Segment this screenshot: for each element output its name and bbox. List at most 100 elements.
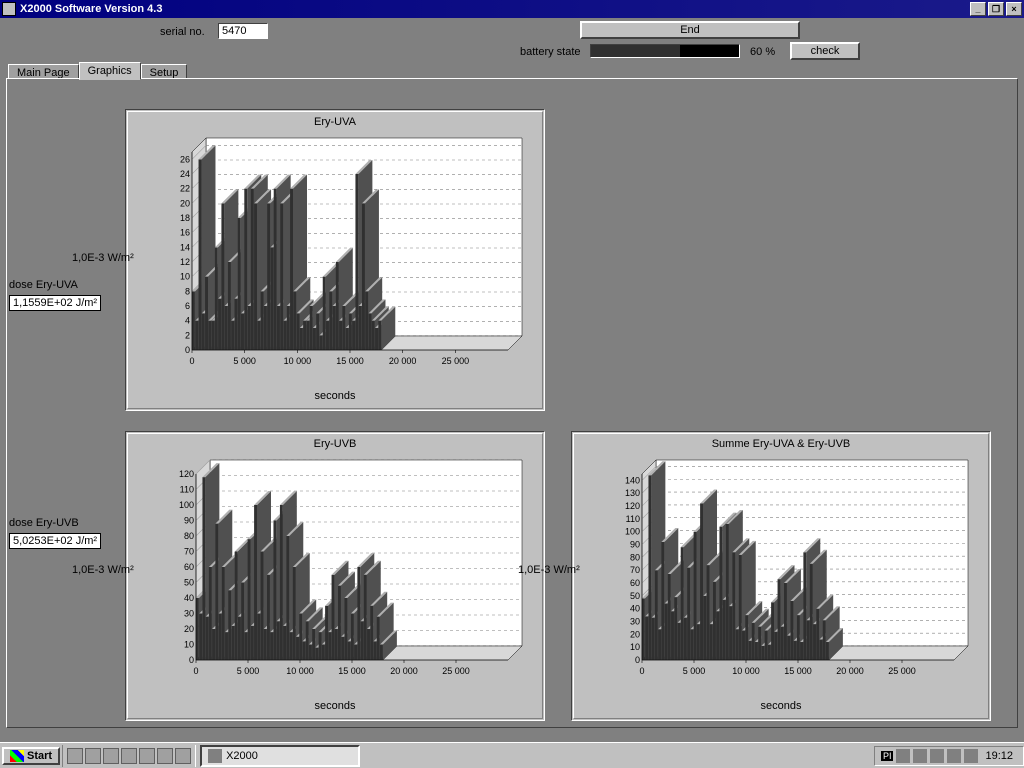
svg-text:10: 10: [630, 642, 640, 652]
chart-uvb-title: Ery-UVB: [128, 434, 542, 452]
chart-uva-plot: 0246810121416182022242605 00010 00015 00…: [166, 134, 526, 374]
svg-text:0: 0: [193, 666, 198, 676]
svg-text:110: 110: [626, 514, 640, 524]
svg-text:40: 40: [184, 593, 194, 603]
svg-text:80: 80: [630, 552, 640, 562]
minimize-button[interactable]: _: [970, 2, 986, 16]
task-label: X2000: [226, 750, 258, 762]
svg-text:8: 8: [185, 286, 190, 296]
chart-summe: Summe Ery-UVA & Ery-UVB 1,0E-3 W/m² 0102…: [571, 431, 991, 721]
tray-icon[interactable]: [930, 749, 944, 763]
svg-text:15 000: 15 000: [336, 356, 364, 366]
ql-icon[interactable]: [139, 748, 155, 764]
battery-percent: 60 %: [750, 46, 775, 58]
ql-icon[interactable]: [67, 748, 83, 764]
close-button[interactable]: ×: [1006, 2, 1022, 16]
svg-text:100: 100: [179, 500, 194, 510]
window-title: X2000 Software Version 4.3: [20, 3, 162, 15]
start-button[interactable]: Start: [2, 747, 60, 765]
tray-badge[interactable]: PI: [881, 751, 894, 761]
svg-text:2: 2: [185, 330, 190, 340]
header-panel: serial no. 5470 End battery state 60 % c…: [0, 18, 1024, 58]
svg-text:20 000: 20 000: [390, 666, 418, 676]
svg-text:50: 50: [630, 591, 640, 601]
chart-uva-ylabel: 1,0E-3 W/m²: [72, 252, 134, 264]
clock: 19:12: [981, 750, 1017, 762]
svg-text:50: 50: [184, 578, 194, 588]
svg-text:20 000: 20 000: [389, 356, 417, 366]
svg-text:16: 16: [180, 228, 190, 238]
chart-ery-uva: Ery-UVA 1,0E-3 W/m² 02468101214161820222…: [125, 109, 545, 411]
system-tray: PI 19:12: [874, 746, 1024, 766]
svg-text:60: 60: [184, 562, 194, 572]
chart-uvb-ylabel: 1,0E-3 W/m²: [72, 564, 134, 576]
svg-text:140: 140: [625, 475, 640, 485]
quick-launch: [62, 745, 196, 767]
tray-icon[interactable]: [913, 749, 927, 763]
serial-label: serial no.: [160, 26, 205, 38]
svg-text:14: 14: [180, 242, 190, 252]
tray-icon[interactable]: [964, 749, 978, 763]
chart-sum-title: Summe Ery-UVA & Ery-UVB: [574, 434, 988, 452]
svg-text:20: 20: [630, 629, 640, 639]
svg-text:12: 12: [180, 257, 190, 267]
ql-icon[interactable]: [85, 748, 101, 764]
svg-text:0: 0: [189, 655, 194, 665]
svg-text:6: 6: [185, 301, 190, 311]
svg-text:40: 40: [630, 604, 640, 614]
chart-uvb-plot: 010203040506070809010011012005 00010 000…: [170, 456, 526, 684]
svg-text:10 000: 10 000: [286, 666, 314, 676]
tray-icon[interactable]: [947, 749, 961, 763]
tab-graphics[interactable]: Graphics: [79, 62, 141, 80]
svg-text:20: 20: [184, 624, 194, 634]
svg-text:120: 120: [625, 501, 640, 511]
app-icon: [2, 2, 16, 16]
tray-icon[interactable]: [896, 749, 910, 763]
svg-text:0: 0: [185, 345, 190, 355]
taskbar: Start X2000 PI 19:12: [0, 742, 1024, 768]
svg-text:10: 10: [184, 640, 194, 650]
dose-uva-label: dose Ery-UVA: [9, 279, 78, 291]
svg-text:100: 100: [625, 527, 640, 537]
dose-uvb-label: dose Ery-UVB: [9, 517, 79, 529]
svg-text:20 000: 20 000: [836, 666, 864, 676]
chart-uva-title: Ery-UVA: [128, 112, 542, 130]
end-button[interactable]: End: [580, 21, 800, 39]
serial-field[interactable]: 5470: [218, 23, 268, 39]
svg-text:80: 80: [184, 531, 194, 541]
check-button[interactable]: check: [790, 42, 860, 60]
chart-uvb-xlabel: seconds: [128, 700, 542, 712]
ql-icon[interactable]: [103, 748, 119, 764]
svg-text:4: 4: [185, 316, 190, 326]
svg-text:0: 0: [189, 356, 194, 366]
svg-text:90: 90: [630, 540, 640, 550]
chart-sum-ylabel: 1,0E-3 W/m²: [518, 564, 580, 576]
svg-text:30: 30: [184, 609, 194, 619]
ql-icon[interactable]: [157, 748, 173, 764]
dose-uva-value: 1,1559E+02 J/m²: [9, 295, 101, 311]
graphics-panel: dose Ery-UVA 1,1559E+02 J/m² dose Ery-UV…: [6, 78, 1018, 728]
svg-text:120: 120: [179, 469, 194, 479]
svg-text:130: 130: [625, 488, 640, 498]
svg-text:22: 22: [180, 184, 190, 194]
maximize-button[interactable]: ❐: [988, 2, 1004, 16]
svg-text:5 000: 5 000: [233, 356, 256, 366]
svg-text:70: 70: [630, 565, 640, 575]
svg-text:10 000: 10 000: [732, 666, 760, 676]
svg-text:0: 0: [635, 655, 640, 665]
svg-text:70: 70: [184, 547, 194, 557]
dose-uvb-value: 5,0253E+02 J/m²: [9, 533, 101, 549]
svg-text:0: 0: [639, 666, 644, 676]
ql-icon[interactable]: [175, 748, 191, 764]
battery-bar: [590, 44, 740, 58]
task-button-x2000[interactable]: X2000: [200, 745, 360, 767]
titlebar: X2000 Software Version 4.3 _ ❐ ×: [0, 0, 1024, 18]
svg-text:25 000: 25 000: [888, 666, 916, 676]
task-app-icon: [208, 749, 222, 763]
svg-text:5 000: 5 000: [683, 666, 706, 676]
battery-label: battery state: [520, 46, 581, 58]
ql-icon[interactable]: [121, 748, 137, 764]
svg-text:18: 18: [180, 213, 190, 223]
svg-text:110: 110: [180, 485, 194, 495]
chart-sum-plot: 010203040506070809010011012013014005 000…: [616, 456, 972, 684]
